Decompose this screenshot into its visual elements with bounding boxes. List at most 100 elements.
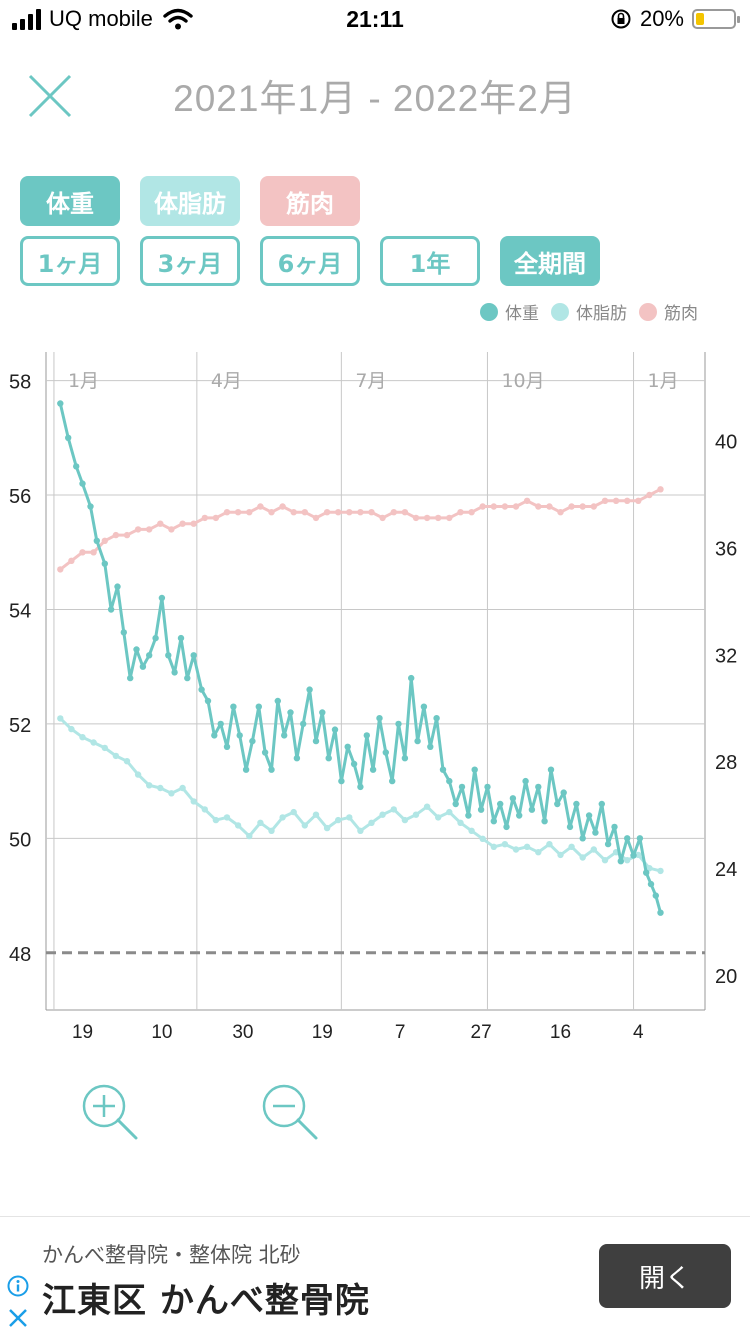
data-point (306, 686, 313, 693)
data-point (65, 434, 72, 441)
legend-weight-dot (480, 302, 498, 321)
y-left-tick-label: 54 (9, 600, 31, 622)
data-point (468, 509, 475, 516)
data-point (335, 509, 342, 516)
ad-advertiser: かんべ整骨院・整体院 北砂 (42, 1243, 301, 1267)
data-point (212, 514, 220, 522)
data-point (423, 514, 431, 522)
data-point (190, 798, 197, 805)
tab-6-months[interactable]: 6ヶ月 (260, 236, 360, 286)
data-point (369, 766, 377, 773)
data-point (557, 509, 564, 516)
y-right-tick-label: 28 (715, 752, 737, 774)
data-point (107, 606, 115, 613)
data-point (257, 819, 264, 826)
data-point (568, 843, 575, 850)
data-point (624, 835, 631, 842)
chart-legend: 体重 体脂肪 筋肉 (480, 299, 698, 324)
data-point (554, 800, 561, 808)
data-point (585, 812, 593, 819)
data-point (152, 634, 159, 642)
data-point (477, 806, 485, 813)
data-point (647, 880, 655, 888)
data-point (573, 800, 580, 808)
data-point (157, 520, 164, 527)
data-point (323, 824, 331, 832)
info-icon[interactable] (7, 1275, 29, 1297)
data-point (646, 491, 653, 499)
data-point (630, 852, 637, 859)
data-point (546, 503, 553, 510)
data-point (112, 531, 120, 539)
data-point (290, 509, 297, 516)
x-tick-label: 4 (633, 1022, 644, 1043)
data-point (204, 697, 212, 705)
data-point (287, 709, 294, 716)
data-point (657, 909, 664, 916)
tab-3-months[interactable]: 3ヶ月 (140, 236, 240, 286)
data-point (471, 766, 478, 773)
data-point (157, 784, 164, 792)
tab-1-year[interactable]: 1年 (380, 236, 480, 286)
data-point (368, 509, 375, 516)
data-point (301, 509, 308, 516)
data-point (501, 841, 509, 848)
data-point (79, 549, 86, 556)
data-point (201, 806, 208, 813)
zoom-in-icon[interactable] (80, 1082, 140, 1142)
data-point (344, 743, 351, 750)
tab-body-fat[interactable]: 体脂肪 (140, 176, 240, 226)
data-point (230, 703, 237, 710)
close-ad-icon[interactable] (7, 1307, 29, 1329)
data-point (57, 715, 64, 722)
data-point (401, 816, 409, 824)
tab-muscle[interactable]: 筋肉 (260, 176, 360, 226)
data-point (395, 720, 402, 728)
tab-weight[interactable]: 体重 (20, 176, 120, 226)
zoom-out-icon[interactable] (260, 1082, 320, 1142)
data-point (146, 652, 153, 659)
data-point (389, 777, 396, 785)
data-point (446, 777, 453, 785)
status-time: 21:11 (346, 6, 404, 32)
data-point (242, 766, 250, 773)
ad-headline[interactable]: 江東区 かんべ整骨院 (42, 1281, 370, 1321)
data-point (300, 720, 307, 728)
x-tick-label: 16 (550, 1022, 571, 1043)
data-point (223, 814, 231, 821)
data-point (657, 867, 664, 875)
data-point (435, 814, 442, 821)
data-point (357, 783, 364, 791)
data-point (635, 851, 642, 859)
data-point (490, 818, 497, 825)
legend-muscle: 筋肉 (639, 299, 698, 324)
month-label: 1月 (68, 370, 99, 392)
data-point (528, 806, 536, 813)
y-right-tick-label: 40 (715, 431, 737, 453)
signal-icon (12, 8, 41, 30)
data-point (101, 537, 109, 544)
tab-all-period[interactable]: 全期間 (500, 236, 600, 286)
data-point (346, 509, 353, 516)
data-point (350, 760, 358, 768)
data-point (87, 503, 94, 510)
close-icon[interactable] (26, 72, 74, 120)
data-point (590, 846, 597, 853)
data-point (79, 734, 86, 741)
ad-open-button[interactable]: 開く (599, 1244, 731, 1308)
data-point (457, 509, 464, 516)
data-point (414, 737, 421, 745)
data-point (93, 537, 101, 544)
data-point (612, 497, 620, 504)
data-point (657, 486, 664, 493)
wifi-icon (163, 8, 193, 30)
data-point (323, 509, 331, 516)
data-point (423, 803, 431, 810)
month-label: 4月 (211, 370, 242, 392)
battery-percent: 20% (639, 6, 684, 31)
data-point (412, 514, 420, 522)
ad-banner[interactable]: かんべ整骨院・整体院 北砂 江東区 かんべ整骨院 開く (0, 1216, 750, 1335)
tab-1-month[interactable]: 1ヶ月 (20, 236, 120, 286)
data-point (598, 800, 605, 808)
body-composition-chart[interactable]: 48 50 52 54 56 58 20 24 28 32 36 40 1月 4月 7月 10月 1月 19 10 3… (0, 340, 750, 1060)
